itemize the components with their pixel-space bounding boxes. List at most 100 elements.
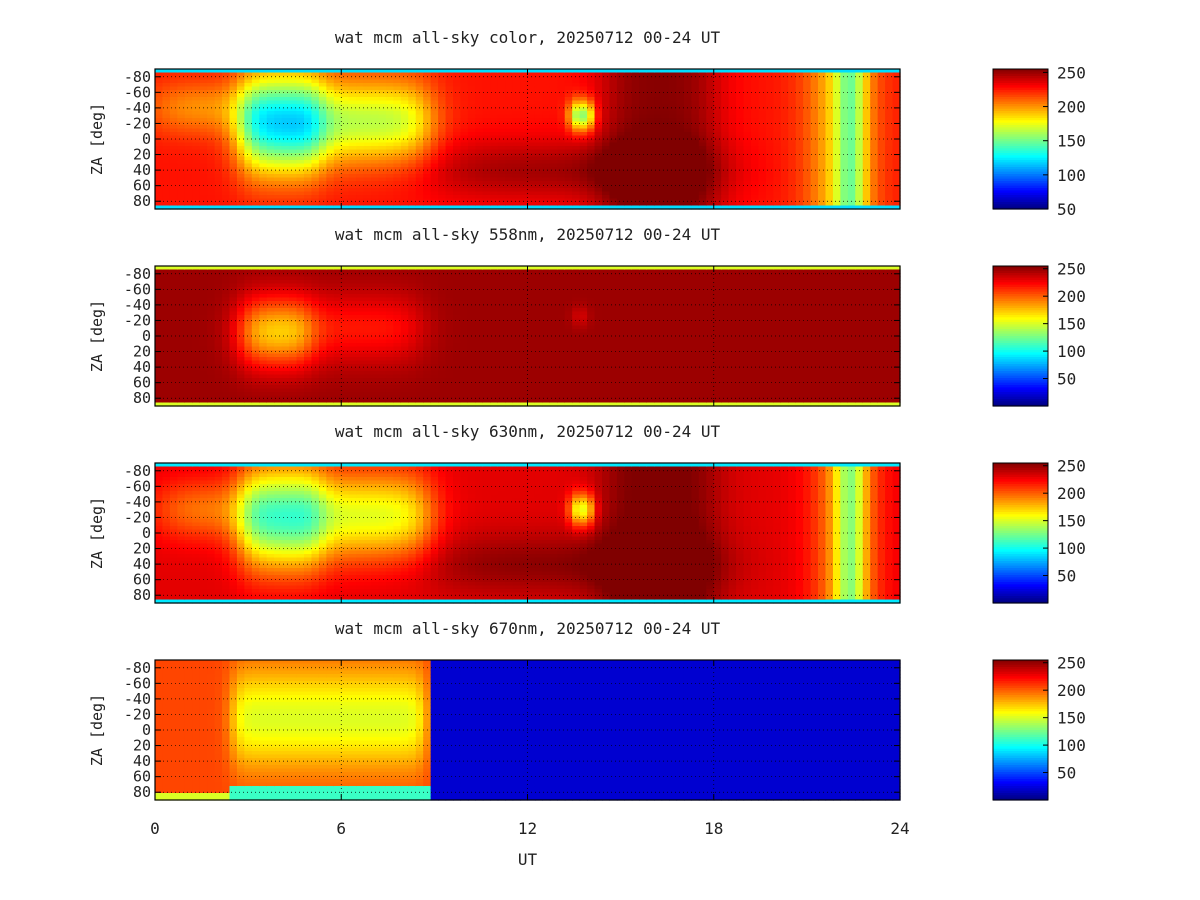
heatmap-cell [773, 205, 782, 210]
heatmap-cell [214, 104, 223, 109]
heatmap-cell [430, 135, 439, 140]
heatmap-cell [430, 202, 439, 207]
heatmap-cell [236, 125, 245, 130]
heatmap-cell [505, 107, 514, 112]
heatmap-cell [832, 93, 841, 98]
heatmap-cell [192, 114, 201, 119]
heatmap-cell [438, 149, 447, 154]
heatmap-cell [631, 184, 640, 189]
heatmap-cell [847, 72, 856, 77]
heatmap-cell [818, 156, 827, 161]
heatmap-cell [236, 132, 245, 137]
heatmap-cell [587, 125, 596, 130]
heatmap-cell [527, 149, 536, 154]
heatmap-cell [162, 132, 171, 137]
heatmap-cell [251, 128, 260, 133]
heatmap-cell [304, 318, 313, 323]
heatmap-cell [371, 69, 380, 74]
heatmap-cell [177, 153, 186, 158]
heatmap-cell [326, 125, 335, 130]
heatmap-cell [400, 69, 409, 74]
heatmap-cell [385, 146, 394, 151]
heatmap-cell [706, 104, 715, 109]
heatmap-cell [296, 392, 305, 397]
heatmap-cell [259, 93, 268, 98]
heatmap-cell [199, 283, 208, 288]
heatmap-cell [259, 205, 268, 210]
heatmap-cell [207, 76, 216, 81]
heatmap-cell [251, 125, 260, 130]
heatmap-cell [855, 72, 864, 77]
heatmap-cell [423, 195, 432, 200]
heatmap-cell [192, 367, 201, 372]
heatmap-cell [892, 97, 901, 102]
heatmap-cell [736, 121, 745, 126]
heatmap-cell [296, 339, 305, 344]
heatmap-cell [177, 280, 186, 285]
heatmap-cell [438, 76, 447, 81]
heatmap-cell [393, 149, 402, 154]
heatmap-cell [698, 202, 707, 207]
heatmap-cell [557, 132, 566, 137]
heatmap-cell [475, 114, 484, 119]
heatmap-cell [631, 146, 640, 151]
heatmap-cell [482, 90, 491, 95]
heatmap-cell [713, 167, 722, 172]
heatmap-cell [214, 346, 223, 351]
heatmap-cell [602, 188, 611, 193]
heatmap-cell [169, 135, 178, 140]
heatmap-cell [698, 181, 707, 186]
heatmap-cell [572, 125, 581, 130]
heatmap-cell [184, 385, 193, 390]
heatmap-cell [780, 198, 789, 203]
heatmap-cell [236, 339, 245, 344]
heatmap-cell [736, 205, 745, 210]
heatmap-cell [289, 318, 298, 323]
heatmap-cell [743, 160, 752, 165]
heatmap-cell [832, 181, 841, 186]
heatmap-cell [490, 111, 499, 116]
heatmap-cell [624, 170, 633, 175]
heatmap-cell [214, 79, 223, 84]
heatmap-cell [631, 139, 640, 144]
heatmap-cell [207, 195, 216, 200]
heatmap-cell [408, 125, 417, 130]
heatmap-cell [229, 93, 238, 98]
heatmap-cell [445, 132, 454, 137]
heatmap-cell [751, 202, 760, 207]
heatmap-cell [683, 181, 692, 186]
heatmap-cell [296, 269, 305, 274]
heatmap-cell [281, 160, 290, 165]
heatmap-cell [177, 149, 186, 154]
heatmap-cell [251, 266, 260, 271]
heatmap-cell [743, 191, 752, 196]
heatmap-cell [304, 325, 313, 330]
heatmap-cell [654, 149, 663, 154]
heatmap-cell [587, 205, 596, 210]
heatmap-cell [631, 167, 640, 172]
heatmap-cell [274, 146, 283, 151]
heatmap-cell [765, 156, 774, 161]
heatmap-cell [780, 156, 789, 161]
heatmap-cell [199, 308, 208, 313]
heatmap-cell [393, 188, 402, 193]
heatmap-cell [788, 184, 797, 189]
heatmap-cell [222, 311, 231, 316]
heatmap-cell [378, 149, 387, 154]
heatmap-cell [832, 97, 841, 102]
heatmap-cell [385, 139, 394, 144]
heatmap-cell [371, 181, 380, 186]
heatmap-cell [296, 336, 305, 341]
heatmap-cell [631, 104, 640, 109]
heatmap-cell [490, 125, 499, 130]
heatmap-cell [184, 311, 193, 316]
heatmap-cell [326, 195, 335, 200]
heatmap-cell [751, 118, 760, 123]
heatmap-cell [810, 93, 819, 98]
heatmap-cell [192, 343, 201, 348]
heatmap-cell [460, 79, 469, 84]
heatmap-cell [214, 100, 223, 105]
heatmap-cell [296, 399, 305, 404]
heatmap-cell [400, 139, 409, 144]
heatmap-cell [162, 174, 171, 179]
